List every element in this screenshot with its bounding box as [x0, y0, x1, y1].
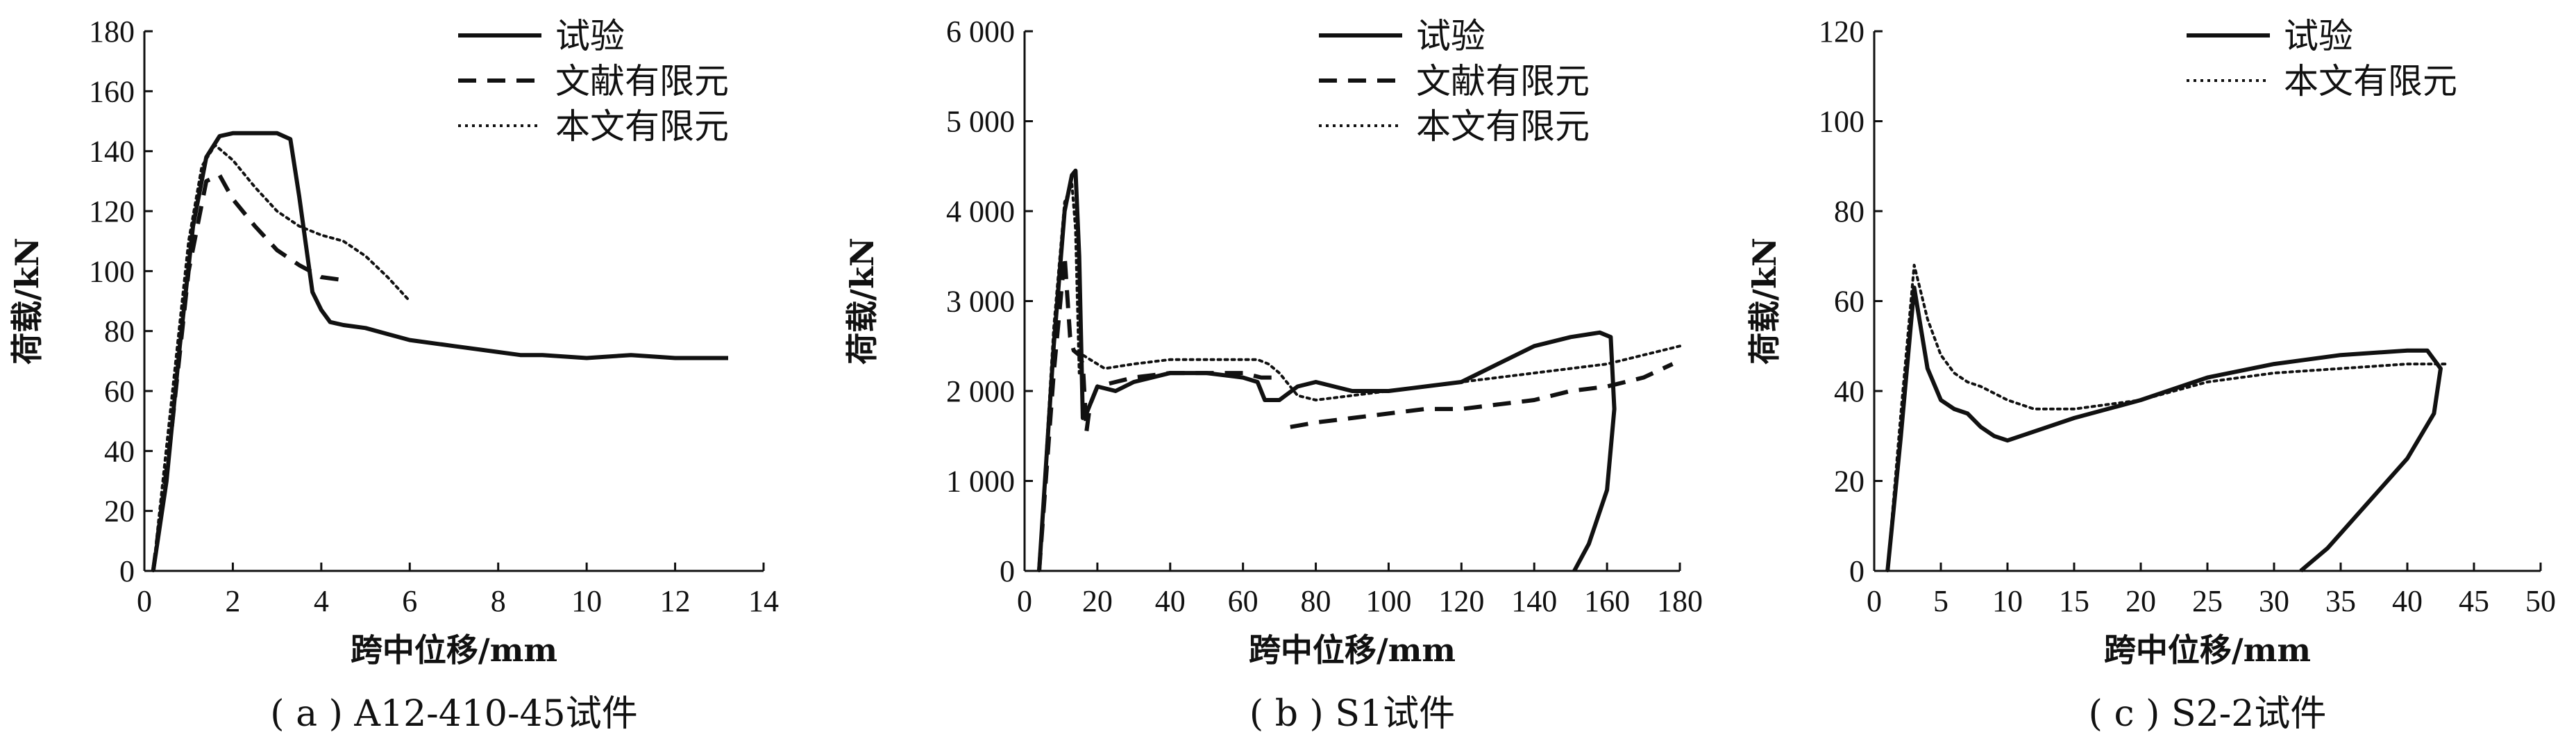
y-tick-label: 120 — [1819, 15, 1864, 49]
y-tick-label: 3 000 — [946, 285, 1015, 319]
x-tick-label: 5 — [1933, 584, 1948, 618]
panel-caption: ( a ) A12-410-45试件 — [270, 693, 637, 735]
x-axis-label: 跨中位移/mm — [351, 631, 557, 669]
x-tick-label: 60 — [1228, 584, 1258, 618]
x-tick-label: 30 — [2259, 584, 2289, 618]
legend-label: 文献有限元 — [555, 61, 729, 101]
x-tick-label: 45 — [2459, 584, 2489, 618]
x-tick-label: 180 — [1657, 584, 1703, 618]
x-tick-label: 0 — [1017, 584, 1032, 618]
y-tick-label: 140 — [89, 135, 135, 169]
panel-caption: ( c ) S2-2试件 — [2089, 693, 2327, 735]
series-line-solid — [1885, 285, 2443, 573]
x-tick-label: 10 — [1992, 584, 2023, 618]
y-tick-label: 60 — [104, 374, 135, 408]
y-tick-label: 120 — [89, 194, 135, 228]
panel-c-chart: 0 5 10 15 20 25 30 35 40 45 50 20 40 60 80 100 120 0 跨中位移/… — [1746, 15, 2556, 735]
y-tick-label: 160 — [89, 74, 135, 108]
legend-label: 试验 — [2284, 16, 2353, 56]
y-tick-label: 2 000 — [946, 374, 1015, 408]
series-line-solid — [151, 131, 728, 572]
x-tick-label: 100 — [1365, 584, 1411, 618]
series-line-dashed — [151, 173, 344, 572]
x-tick-label: 6 — [402, 584, 417, 618]
x-tick-label: 160 — [1584, 584, 1630, 618]
y-tick-label: 100 — [89, 254, 135, 288]
series-line-dashed — [1290, 362, 1674, 429]
x-tick-label: 20 — [1082, 584, 1113, 618]
y-tick-label: 40 — [104, 434, 135, 468]
legend-label: 文献有限元 — [1416, 61, 1590, 101]
x-tick-label: 15 — [2059, 584, 2089, 618]
y-tick-label: 1 000 — [946, 465, 1015, 499]
y-tick-label: 100 — [1819, 105, 1864, 139]
legend-label: 本文有限元 — [2284, 61, 2457, 101]
x-tick-label: 14 — [748, 584, 779, 618]
legend-label: 本文有限元 — [555, 106, 729, 147]
x-tick-label: 8 — [491, 584, 506, 618]
x-tick-label: 4 — [314, 584, 329, 618]
y-axis-label: 荷载/kN — [843, 238, 881, 365]
x-tick-label: 25 — [2192, 584, 2223, 618]
series-line-dotted — [1038, 183, 1681, 572]
y-tick-label: 5 000 — [946, 105, 1015, 139]
legend-label: 试验 — [555, 16, 625, 56]
panel-b-chart: 0 20 40 60 80 100 120 140 160 180 1 000 2 000 3 000 4… — [843, 15, 1703, 735]
x-tick-label: 120 — [1438, 584, 1484, 618]
y-tick-label: 0 — [1000, 554, 1015, 588]
x-axis-label: 跨中位移/mm — [2104, 631, 2311, 669]
x-tick-label: 2 — [225, 584, 240, 618]
series-line-dotted — [151, 144, 412, 572]
series-line-dashed — [1037, 254, 1281, 572]
x-tick-label: 0 — [1867, 584, 1882, 618]
y-tick-label: 180 — [89, 15, 135, 49]
legend-label: 本文有限元 — [1416, 106, 1590, 147]
x-axis-label: 跨中位移/mm — [1249, 631, 1456, 669]
legend-label: 试验 — [1416, 16, 1485, 56]
y-tick-label: 40 — [1834, 374, 1864, 408]
y-tick-label: 80 — [104, 315, 135, 349]
x-tick-label: 40 — [1155, 584, 1186, 618]
x-tick-label: 0 — [137, 584, 152, 618]
x-tick-label: 35 — [2325, 584, 2356, 618]
panel-a-chart: 0 2 4 6 8 10 12 14 20 40 60 80 100 120 140 160 180 0 跨中位移/… — [8, 15, 779, 735]
series-line-dotted — [1886, 263, 2449, 572]
x-tick-label: 20 — [2125, 584, 2156, 618]
y-tick-label: 0 — [119, 554, 135, 588]
x-tick-label: 80 — [1301, 584, 1331, 618]
x-tick-label: 50 — [2525, 584, 2556, 618]
y-tick-label: 20 — [104, 494, 135, 529]
series-line-solid — [1037, 168, 1617, 572]
y-tick-label: 0 — [1849, 554, 1864, 588]
y-axis-label: 荷载/kN — [1746, 238, 1783, 365]
y-tick-label: 60 — [1834, 285, 1864, 319]
y-axis-label: 荷载/kN — [8, 238, 46, 365]
panel-caption: ( b ) S1试件 — [1249, 693, 1455, 735]
y-tick-label: 6 000 — [946, 15, 1015, 49]
y-tick-label: 4 000 — [946, 194, 1015, 228]
x-tick-label: 40 — [2392, 584, 2423, 618]
y-tick-label: 80 — [1834, 194, 1864, 228]
y-tick-label: 20 — [1834, 465, 1864, 499]
x-tick-label: 140 — [1511, 584, 1557, 618]
x-tick-label: 12 — [660, 584, 691, 618]
x-tick-label: 10 — [571, 584, 602, 618]
